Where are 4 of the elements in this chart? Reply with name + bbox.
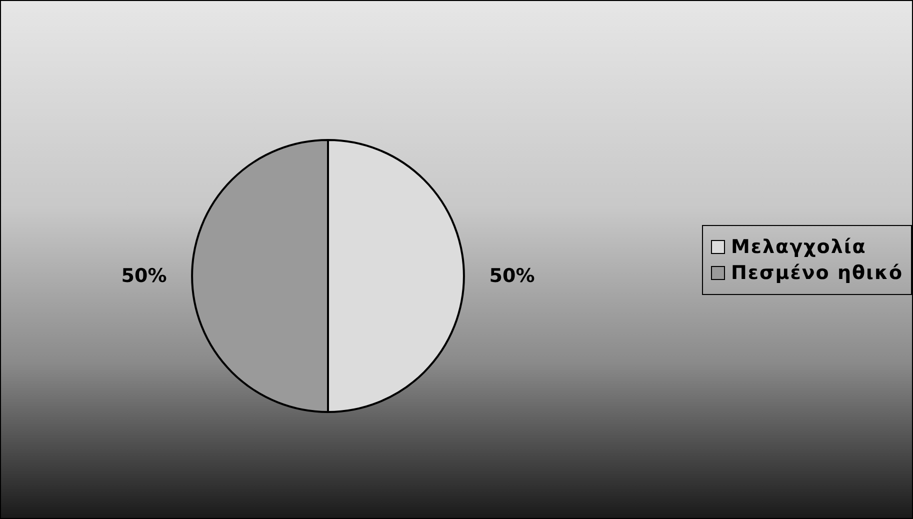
legend-label: Πεσμένο ηθικό [731,262,903,284]
legend-label: Μελαγχολία [731,236,866,258]
data-label: 50% [121,265,167,287]
data-label: 50% [489,265,535,287]
